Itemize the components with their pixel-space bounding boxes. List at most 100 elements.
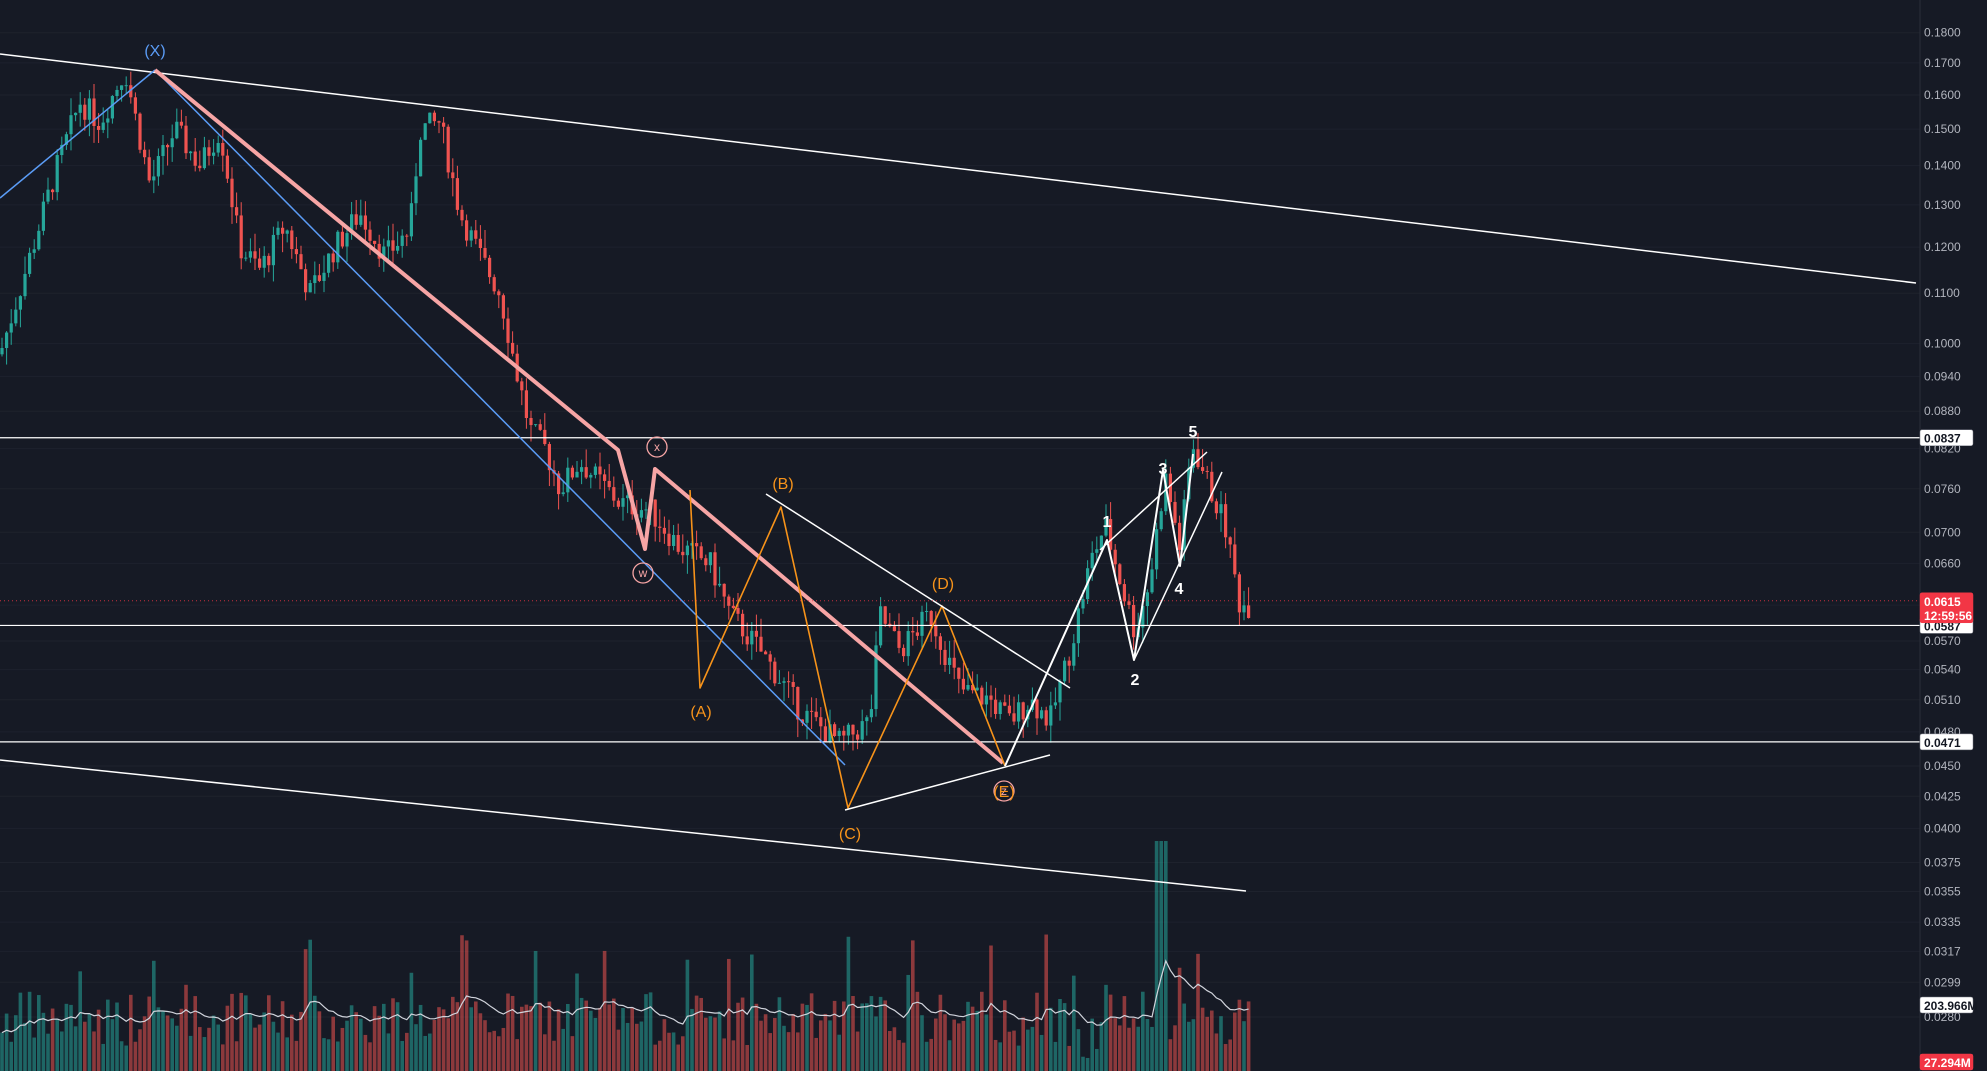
candle-body — [285, 230, 289, 234]
candle-body — [460, 209, 464, 221]
volume-bar — [27, 991, 32, 1071]
candle-body — [327, 253, 331, 273]
volume-bar — [750, 954, 754, 1071]
candle-body — [382, 246, 386, 259]
volume-bar — [483, 1020, 487, 1071]
candle-body — [446, 126, 450, 173]
candle-body — [667, 533, 671, 547]
candle-body — [1159, 511, 1163, 530]
volume-bar — [262, 1012, 266, 1071]
volume-bar — [740, 997, 745, 1071]
volume-bar — [1090, 1018, 1094, 1071]
volume-bar — [911, 940, 915, 1071]
candle-body — [612, 487, 616, 501]
candle-body — [1109, 519, 1113, 550]
wave-wxz-path — [153, 68, 1005, 765]
candle-body — [1150, 569, 1154, 593]
candle-body — [488, 257, 492, 278]
price-axis-tick: 0.0940 — [1924, 369, 1961, 383]
volume-bar — [1154, 841, 1159, 1071]
candle-body — [423, 123, 427, 140]
volume-ma-line — [1, 959, 1249, 1034]
volume-ma-tag: 203.966M — [1919, 996, 1977, 1014]
volume-bar — [69, 1004, 73, 1071]
volume-bar — [497, 1036, 501, 1071]
volume-bar — [147, 996, 151, 1071]
volume-bar — [50, 1008, 55, 1071]
volume-bars — [0, 841, 1251, 1071]
volume-bar — [1007, 1031, 1012, 1071]
candle-body — [97, 125, 101, 130]
volume-bar — [359, 1018, 363, 1071]
candle-body — [18, 296, 22, 310]
candle-body — [1242, 605, 1246, 613]
wave-abcde-path — [689, 489, 1006, 809]
drawings[interactable] — [0, 53, 1920, 892]
volume-bar — [1168, 1039, 1173, 1071]
volume-bar — [142, 1016, 147, 1071]
candle-body — [244, 257, 248, 259]
price-axis-tick: 0.0760 — [1924, 482, 1961, 496]
price-axis-tick: 0.0335 — [1924, 915, 1961, 929]
candle-body — [428, 112, 432, 124]
volume-bar — [133, 1041, 138, 1071]
price-axis-tick: 0.0299 — [1924, 975, 1961, 989]
candle-body — [299, 254, 303, 270]
candle-body — [787, 681, 791, 683]
candle-body — [598, 466, 602, 475]
volume-bar — [257, 1024, 262, 1071]
candle-body — [782, 681, 786, 683]
candle-body — [455, 178, 459, 210]
candle-body — [51, 189, 55, 193]
candle-body — [975, 687, 979, 691]
candle-body — [920, 611, 924, 636]
volume-bar — [681, 1036, 685, 1071]
volume-bar — [1016, 1045, 1021, 1071]
volume-bar — [722, 1038, 726, 1071]
candle-body — [718, 583, 722, 586]
volume-bar — [791, 1014, 795, 1071]
candle-body — [1095, 549, 1099, 553]
volume-bar — [216, 1024, 220, 1071]
candle-body — [225, 155, 229, 179]
volume-bar — [313, 995, 317, 1071]
volume-bar — [428, 1033, 432, 1071]
candle-body — [603, 474, 607, 481]
wave-label-x-circled-circle — [646, 436, 668, 458]
volume-bar — [87, 1013, 92, 1071]
volume-bar — [317, 1011, 322, 1071]
volume-bar — [487, 1032, 492, 1071]
volume-bar — [957, 1023, 961, 1071]
volume-bar — [170, 1018, 174, 1071]
volume-bar — [1081, 1056, 1085, 1071]
c-e-trendline — [844, 754, 1051, 811]
volume-bar — [635, 1023, 639, 1071]
volume-bar — [800, 1003, 805, 1071]
candle-body — [621, 498, 625, 507]
volume-bar — [533, 950, 538, 1071]
candle-body — [929, 611, 933, 626]
candle-body — [235, 207, 239, 216]
candle-body — [616, 500, 620, 507]
volume-bar — [1085, 1057, 1090, 1071]
volume-bar — [1021, 1017, 1025, 1071]
candle-body — [147, 157, 151, 181]
candle-body — [230, 178, 234, 208]
volume-bar — [796, 1032, 800, 1071]
candle-body — [1049, 705, 1053, 726]
candle-body — [110, 96, 114, 119]
candle-body — [37, 230, 41, 250]
wave-x-down-line — [154, 69, 846, 766]
candle-body — [607, 480, 611, 488]
candle-body — [676, 534, 680, 552]
price-axis-tick: 0.0355 — [1924, 884, 1961, 898]
candle-body — [1003, 702, 1007, 706]
candle-body — [1081, 599, 1085, 609]
volume-bar — [41, 1012, 46, 1071]
candle-body — [938, 636, 942, 650]
volume-bar — [625, 1022, 630, 1071]
volume-bar — [607, 1004, 611, 1071]
volume-bar — [1049, 1007, 1053, 1071]
candle-body — [276, 227, 280, 235]
